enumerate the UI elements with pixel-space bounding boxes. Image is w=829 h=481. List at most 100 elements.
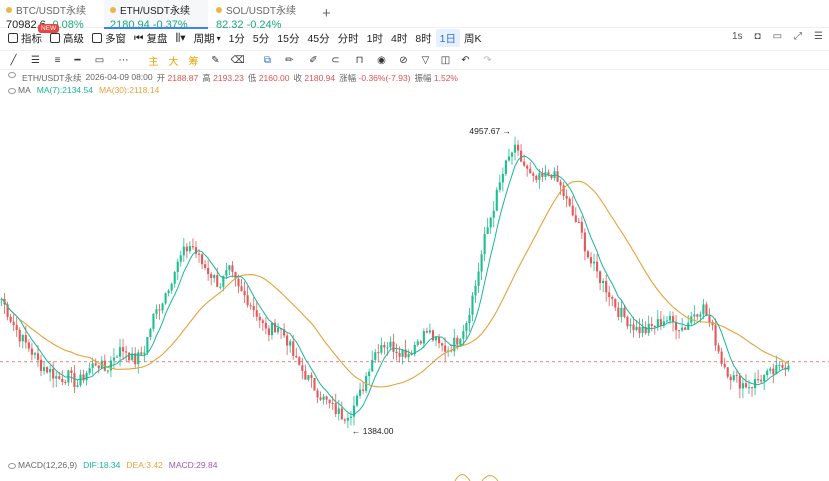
candle-body (386, 347, 389, 349)
filter-icon[interactable]: ▽ (421, 55, 430, 66)
trendline-icon[interactable]: ╱ (10, 55, 17, 66)
replay-icon: ⏮ (134, 31, 144, 44)
main-indicator-toggle[interactable]: 主 (148, 57, 159, 68)
candle-body (15, 325, 18, 330)
candle-body (334, 403, 337, 414)
interval-1h[interactable]: 1时 (363, 29, 387, 47)
macd-chart (454, 474, 499, 481)
candle-body (131, 353, 134, 361)
hline-group-icon[interactable]: ☰ (31, 55, 40, 66)
tab-sol[interactable]: SOL/USDT永续 82.32 -0.24% (210, 0, 314, 31)
candle-body (182, 246, 185, 256)
candle-body (483, 234, 486, 255)
edit-icon[interactable]: ✎ (211, 55, 220, 66)
candle-body (699, 314, 702, 317)
eye-icon[interactable]: ◉ (377, 55, 386, 66)
interval-15m[interactable]: 15分 (273, 29, 303, 47)
interval-5m[interactable]: 5分 (249, 29, 273, 47)
right-tools: 1s ◘ ▭ ⤢ ☰ (732, 31, 823, 42)
low-value: 2160.00 (258, 73, 290, 83)
candle-body (662, 321, 665, 326)
candle-body (428, 330, 432, 333)
candlestick-chart[interactable]: 4957.67 → ← 1384.00 (0, 96, 829, 446)
interval-label: 15分 (277, 32, 300, 45)
candle-body (462, 331, 465, 339)
macd-legend: MACD(12,26,9) DIF:18.34 DEA:3.42 MACD:29… (8, 460, 217, 470)
undo-icon[interactable]: ↶ (461, 55, 470, 66)
add-tab-icon[interactable]: + (322, 5, 331, 22)
candle-body (261, 320, 264, 323)
candle-body (352, 405, 356, 417)
candle-body (441, 343, 444, 346)
candle-body (125, 351, 128, 353)
rectangle-icon[interactable]: ▭ (94, 55, 105, 66)
lock-icon[interactable]: ⊓ (355, 55, 364, 66)
visibility-icon[interactable] (8, 87, 16, 94)
tab-eth[interactable]: ETH/USDT永续 2180.94 -0.37% (104, 0, 208, 31)
brush-icon[interactable]: ✐ (309, 55, 318, 66)
candle-body (210, 273, 213, 279)
advanced-button[interactable]: 高级 (46, 29, 88, 47)
candle-body (608, 292, 611, 298)
interval-45m[interactable]: 45分 (303, 29, 333, 47)
interval-1m[interactable]: 1分 (225, 29, 249, 47)
candle-body (398, 353, 401, 357)
candle-body (650, 323, 653, 327)
candle-body (583, 232, 586, 252)
interval-week[interactable]: 周K (460, 29, 486, 47)
multi-window-button[interactable]: 多窗 (88, 29, 130, 47)
candle-body (465, 323, 468, 332)
candle-body (340, 408, 343, 420)
candle-body (173, 272, 176, 284)
erase-icon[interactable]: ⌫ (230, 55, 245, 66)
horizontal-line-icon[interactable]: ━ (74, 55, 81, 66)
period-dropdown[interactable]: 周期 ▾ (190, 29, 225, 47)
interval-1d[interactable]: 1日 (435, 29, 461, 47)
candle-body (732, 375, 735, 381)
candle-body (422, 331, 425, 344)
seconds-toggle[interactable]: 1s (731, 31, 743, 42)
camera-icon[interactable]: ◘ (754, 31, 761, 42)
big-order-toggle[interactable]: 大 (168, 57, 179, 68)
delete-icon[interactable]: ⊘ (399, 55, 408, 66)
candle-body (207, 268, 210, 274)
candle-body (775, 364, 778, 375)
candle-body (30, 348, 33, 355)
candle-body (632, 324, 635, 331)
drawing-toolbar: ╱ ☰ ≡ ━ ▭ ⋯ 主 大 筹 ✎ ⌫ ⧉ ✏ ✐ ⊂ ⊓ ◉ ⊘ ▽ ◫ … (0, 50, 829, 70)
chips-toggle[interactable]: 筹 (188, 57, 199, 68)
replay-button[interactable]: ⏮ 复盘 (130, 29, 171, 47)
redo-icon[interactable]: ↷ (483, 55, 492, 66)
more-icon[interactable]: ⋯ (118, 55, 129, 66)
settings-icon[interactable]: ☰ (814, 31, 823, 42)
interval-label: 周K (464, 32, 482, 45)
macd-line (454, 474, 499, 481)
visibility-icon[interactable] (8, 462, 16, 469)
candle-body (292, 341, 295, 356)
magnet-icon[interactable]: ⊂ (331, 55, 340, 66)
candle-body (656, 319, 659, 327)
interval-8h[interactable]: 8时 (411, 29, 435, 47)
pencil-icon[interactable]: ✏ (285, 55, 294, 66)
candle-body (702, 304, 705, 315)
candle-body (304, 370, 307, 380)
fullscreen-icon[interactable]: ⤢ (794, 31, 803, 42)
layers-icon[interactable]: ◫ (440, 55, 451, 66)
candle-body (431, 330, 435, 341)
close-value: 2180.94 (304, 73, 336, 83)
candle-body (79, 374, 82, 386)
candle-body (693, 314, 696, 317)
layout-icon[interactable]: ▭ (772, 31, 783, 42)
interval-timeline[interactable]: 分时 (334, 29, 363, 47)
candle-body (498, 182, 501, 190)
candle-body (629, 324, 632, 327)
interval-4h[interactable]: 4时 (387, 29, 411, 47)
candle-body (155, 309, 158, 314)
candle-body (295, 355, 298, 358)
copy-icon[interactable]: ⧉ (263, 55, 272, 66)
chart-type-button[interactable]: ⫼▾ (171, 29, 189, 47)
amp-value: 1.52% (433, 73, 458, 83)
visibility-icon[interactable] (8, 72, 16, 78)
indicators-button[interactable]: 指标 (0, 29, 46, 47)
parallel-icon[interactable]: ≡ (54, 55, 61, 66)
